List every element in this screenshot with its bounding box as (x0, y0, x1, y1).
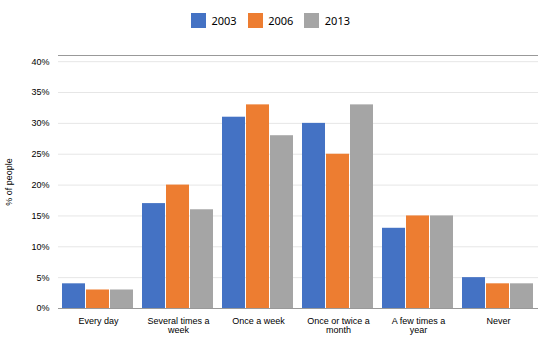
svg-text:Never: Never (486, 315, 510, 325)
svg-text:35%: 35% (31, 87, 49, 97)
svg-text:Every day: Every day (78, 315, 119, 325)
svg-text:10%: 10% (31, 241, 49, 251)
svg-text:A few times ayear: A few times ayear (392, 315, 446, 334)
svg-text:5%: 5% (36, 272, 49, 282)
svg-text:15%: 15% (31, 210, 49, 220)
svg-text:20%: 20% (31, 179, 49, 189)
svg-text:0%: 0% (36, 303, 49, 313)
svg-text:Once a week: Once a week (232, 315, 285, 325)
svg-text:Several times aweek: Several times aweek (147, 315, 209, 334)
html-text:2013: 2013 (324, 13, 350, 28)
svg-text:40%: 40% (31, 56, 49, 66)
svg-text:% of people: % of people (4, 158, 14, 206)
svg-text:30%: 30% (31, 118, 49, 128)
svg-text:25%: 25% (31, 149, 49, 159)
html-text:2003: 2003 (211, 13, 237, 28)
html-text:2006: 2006 (268, 13, 294, 28)
svg-text:Once or twice amonth: Once or twice amonth (307, 315, 370, 334)
